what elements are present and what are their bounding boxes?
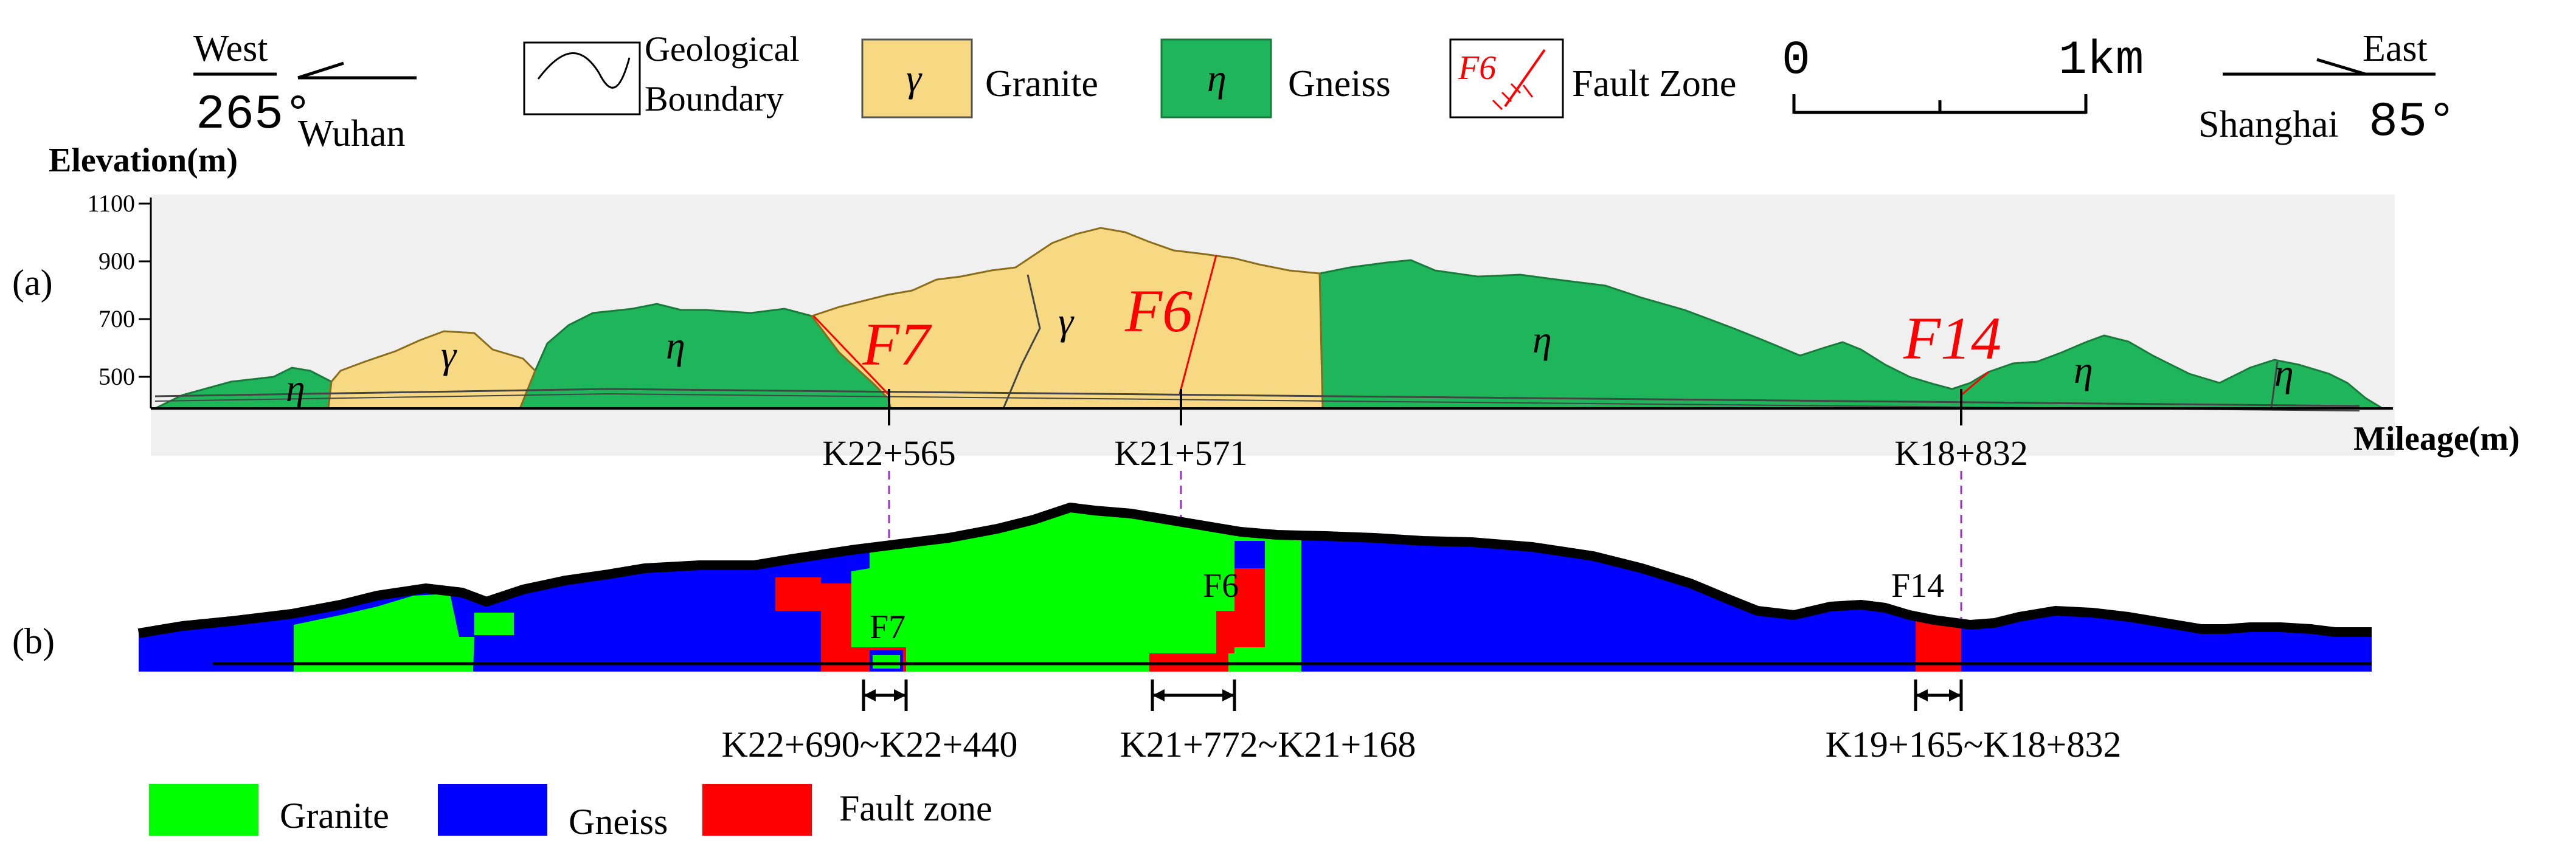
wuhan-label: Wuhan <box>298 113 406 154</box>
model-surface-outline <box>137 503 2372 638</box>
panel-b: (b) F7 F6 F14 <box>12 503 2372 765</box>
legend-gneiss-label: Gneiss <box>569 802 668 842</box>
fault-label-f6: F6 <box>1124 277 1193 345</box>
gneiss-legend-label: Gneiss <box>1288 63 1391 105</box>
geological-boundary-line <box>1002 274 1041 409</box>
granite-legend-label: Granite <box>985 63 1098 105</box>
granite-symbol: γ <box>906 57 923 100</box>
west-arrow-icon <box>297 61 344 80</box>
range-label-f14: K19+165~K18+832 <box>1826 724 2122 765</box>
range-label-f7: K22+690~K22+440 <box>722 724 1018 765</box>
east-orientation: East Shanghai 85° <box>2198 28 2456 150</box>
fault-hatch-icon <box>1510 83 1522 94</box>
panel-a: Elevation(m) (a) 1100 900 700 500 η γ η … <box>12 142 2520 473</box>
east-arrow-icon <box>2316 58 2366 76</box>
model-fault-label-f6: F6 <box>1203 567 1239 605</box>
y-axis-title: Elevation(m) <box>49 142 238 179</box>
gneiss-symbol-3: η <box>1532 318 1552 361</box>
boundary-label-line2: Boundary <box>645 79 784 119</box>
legend-fault-label: Fault zone <box>839 788 992 828</box>
east-label: East <box>2363 28 2428 69</box>
y-tick-500: 500 <box>99 363 135 390</box>
x-axis-title: Mileage(m) <box>2353 420 2520 458</box>
legend-fault-swatch <box>702 784 812 836</box>
fault-arrow-icon <box>1522 84 1534 98</box>
granite-swatch <box>861 38 973 119</box>
boundary-curve-icon <box>537 52 631 89</box>
shanghai-label: Shanghai <box>2198 104 2339 145</box>
legend-granite-label: Granite <box>280 796 389 836</box>
fault-label-f14: F14 <box>1903 304 2001 372</box>
scale-start: 0 <box>1782 34 1810 88</box>
fault-line-f7 <box>812 315 890 396</box>
fault-hatch-icon <box>1501 91 1512 103</box>
legend-bottom: Granite Gneiss Fault zone <box>149 784 992 842</box>
scale-end: 1km <box>2058 34 2144 88</box>
scale-bar: 0 1km <box>1782 34 2144 114</box>
model-granite-region-west <box>294 594 514 672</box>
fault-legend-label: Fault Zone <box>1572 63 1736 105</box>
east-angle: 85° <box>2369 95 2456 150</box>
range-bracket-f6 <box>1151 679 1236 711</box>
legend-gneiss-swatch <box>438 784 547 836</box>
west-orientation: West 265° Wuhan <box>193 28 417 154</box>
west-label: West <box>193 28 268 69</box>
gneiss-symbol: η <box>1207 57 1227 100</box>
range-bracket-f7 <box>862 679 908 711</box>
range-bracket-f14 <box>1914 679 1963 711</box>
fault-line-f14 <box>1961 371 1989 396</box>
model-fault-label-f14: F14 <box>1891 567 1944 605</box>
model-fault-zone-f6 <box>1149 547 1265 672</box>
fault-line-icon <box>1504 49 1546 108</box>
granite-symbol-2: γ <box>1058 300 1075 343</box>
mileage-mark-k22-565: K22+565 <box>822 433 956 473</box>
fault-symbol: F6 <box>1458 49 1496 87</box>
panel-a-label: (a) <box>12 263 53 303</box>
legend-top: West 265° Wuhan Geological Boundary γ Gr… <box>193 28 2456 154</box>
tunnel-line <box>154 388 2360 407</box>
granite-symbol-1: γ <box>441 333 457 376</box>
fault-line-f6 <box>1179 255 1217 394</box>
model-granite-region-central <box>851 509 1301 672</box>
panel-b-label: (b) <box>12 621 55 661</box>
y-tick-700: 700 <box>99 305 135 332</box>
y-tick-1100: 1100 <box>87 190 135 217</box>
mileage-mark-k18-832: K18+832 <box>1894 433 2028 473</box>
model-fault-label-f7: F7 <box>870 608 905 646</box>
west-angle: 265° <box>196 88 313 143</box>
mileage-mark-k21-571: K21+571 <box>1114 433 1248 473</box>
boundary-label-line1: Geological <box>645 29 799 69</box>
y-tick-900: 900 <box>99 247 135 275</box>
gneiss-symbol-1: η <box>286 366 305 410</box>
legend-granite-swatch <box>149 784 258 836</box>
gneiss-symbol-4: η <box>2074 348 2093 391</box>
fault-hatch-icon <box>1492 99 1503 111</box>
range-label-f6: K21+772~K21+168 <box>1120 724 1416 765</box>
gneiss-symbol-5: η <box>2274 351 2294 394</box>
gneiss-symbol-2: η <box>666 324 685 367</box>
fault-label-f7: F7 <box>862 311 932 378</box>
gneiss-swatch <box>1160 38 1272 119</box>
model-fault-zone-f14 <box>1916 619 1961 672</box>
